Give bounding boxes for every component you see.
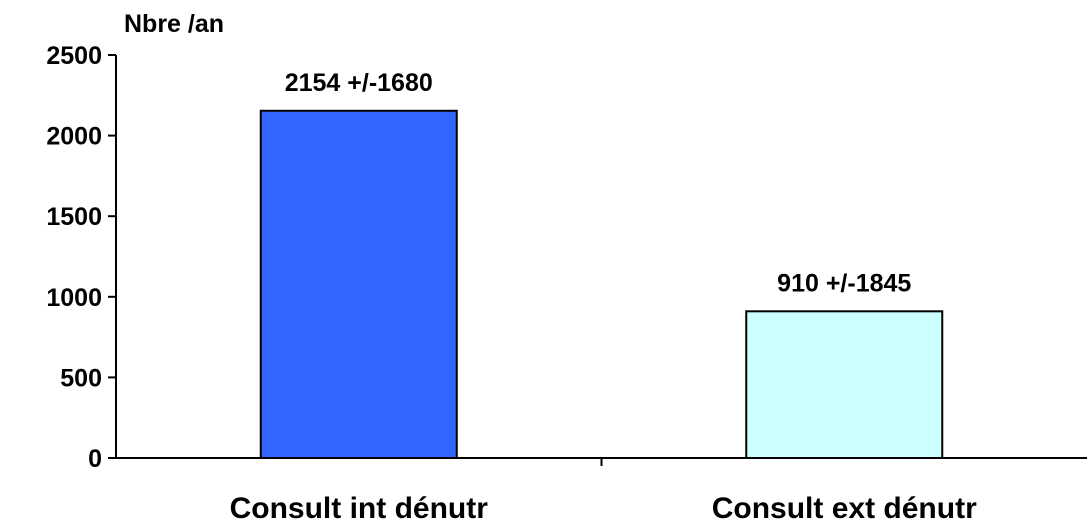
bars: 2154 +/-1680 Consult int dénutr 910 +/-184… xyxy=(230,69,977,525)
y-tick-label: 1500 xyxy=(46,203,102,231)
y-tick-label: 500 xyxy=(60,364,102,392)
y-tick-label: 2000 xyxy=(46,123,102,151)
data-label: 910 +/-1845 xyxy=(777,269,911,297)
y-axis-label: Nbre /an xyxy=(124,10,224,38)
y-tick-label: 1000 xyxy=(46,284,102,312)
data-label: 2154 +/-1680 xyxy=(285,69,433,97)
y-tick-label: 2500 xyxy=(46,42,102,70)
y-tick-label: 0 xyxy=(88,445,102,473)
bar xyxy=(745,310,944,460)
bar xyxy=(259,109,458,459)
y-axis-ticks: 0 500 1000 1500 2000 2500 xyxy=(46,42,116,473)
category-label: Consult int dénutr xyxy=(230,492,489,525)
category-label: Consult ext dénutr xyxy=(712,492,977,525)
